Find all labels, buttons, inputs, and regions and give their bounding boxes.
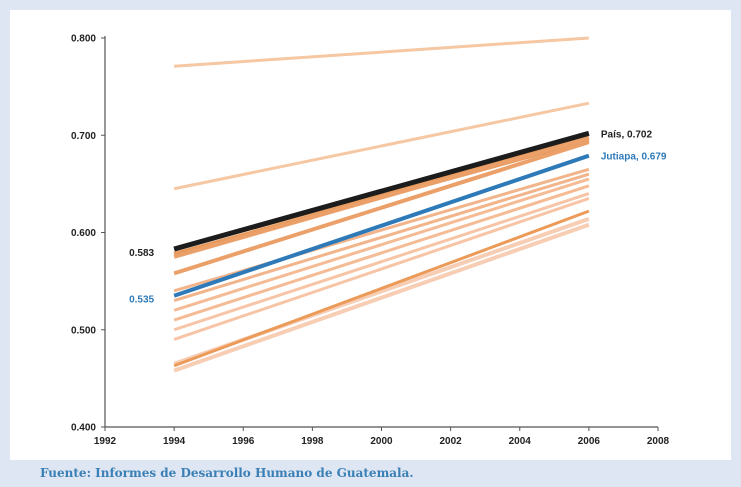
x-tick-label: 1996 bbox=[232, 436, 255, 447]
series-line bbox=[173, 209, 590, 368]
x-tick-label: 2002 bbox=[440, 436, 463, 447]
x-tick-label: 1994 bbox=[163, 436, 186, 447]
data-label: 0.583 bbox=[129, 248, 154, 259]
chart-panel: 0.400 0.500 0.600 0.700 0.800 1992 1994 1996 199… bbox=[10, 10, 731, 460]
source-note: Fuente: Informes de Desarrollo Humano de… bbox=[40, 466, 414, 480]
data-label: País, 0.702 bbox=[601, 129, 653, 140]
y-tick-label: 0.500 bbox=[71, 325, 96, 336]
series-line bbox=[173, 140, 590, 276]
x-tick-label: 1998 bbox=[301, 436, 324, 447]
series-lines bbox=[173, 36, 590, 373]
series-line bbox=[173, 177, 590, 312]
series-line bbox=[173, 222, 590, 373]
tick-labels: 0.400 0.500 0.600 0.700 0.800 1992 1994 1996 199… bbox=[71, 34, 670, 448]
series-line bbox=[174, 36, 589, 68]
series-line-jutiapa bbox=[173, 153, 590, 298]
series-line-pais bbox=[173, 130, 590, 252]
series-line bbox=[173, 197, 590, 341]
data-labels: 0.583 0.535 País, 0.702 Jutiapa, 0.679 bbox=[129, 129, 667, 305]
y-tick-label: 0.800 bbox=[71, 34, 96, 45]
y-tick-label: 0.600 bbox=[71, 228, 96, 239]
x-tick-label: 2004 bbox=[509, 436, 532, 447]
y-tick-label: 0.400 bbox=[71, 423, 96, 434]
series-line bbox=[173, 184, 590, 322]
x-tick-label: 1992 bbox=[94, 436, 117, 447]
x-tick-label: 2000 bbox=[370, 436, 393, 447]
series-line bbox=[173, 136, 590, 259]
series-line bbox=[173, 192, 590, 332]
chart-axes bbox=[101, 36, 659, 431]
line-chart: 0.400 0.500 0.600 0.700 0.800 1992 1994 1996 199… bbox=[71, 34, 670, 448]
data-label: Jutiapa, 0.679 bbox=[601, 152, 667, 163]
x-tick-label: 2006 bbox=[578, 436, 601, 447]
series-line bbox=[173, 172, 590, 303]
series-line bbox=[173, 101, 590, 191]
y-tick-label: 0.700 bbox=[71, 131, 96, 142]
x-tick-label: 2008 bbox=[647, 436, 670, 447]
data-label: 0.535 bbox=[129, 295, 154, 306]
